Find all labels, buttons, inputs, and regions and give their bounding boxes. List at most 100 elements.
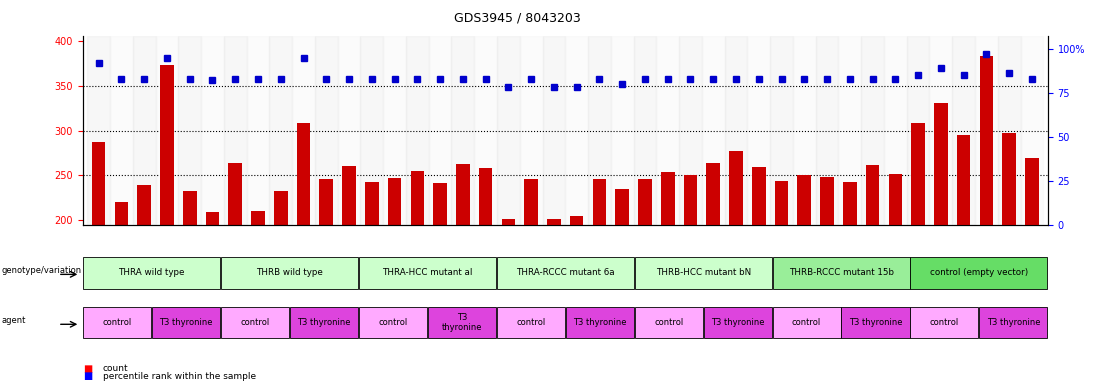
- Text: control: control: [930, 318, 960, 327]
- Bar: [615, 189, 629, 225]
- Bar: [361, 36, 383, 225]
- Bar: [292, 36, 314, 225]
- Bar: [702, 36, 725, 225]
- Bar: [92, 142, 106, 384]
- Bar: [565, 36, 588, 225]
- Bar: [772, 307, 840, 338]
- Bar: [752, 167, 765, 225]
- Bar: [338, 36, 361, 225]
- Bar: [884, 36, 907, 225]
- Text: agent: agent: [1, 316, 25, 325]
- Bar: [570, 216, 583, 225]
- Bar: [661, 172, 675, 225]
- Bar: [998, 36, 1020, 225]
- Bar: [634, 257, 772, 288]
- Bar: [496, 307, 565, 338]
- Bar: [524, 179, 538, 225]
- Bar: [365, 182, 378, 384]
- Bar: [456, 164, 470, 384]
- Bar: [358, 257, 496, 288]
- Bar: [297, 123, 310, 384]
- Bar: [342, 166, 356, 384]
- Text: control: control: [516, 318, 546, 327]
- Text: control: control: [792, 318, 822, 327]
- Bar: [907, 36, 930, 225]
- Bar: [952, 36, 975, 225]
- Bar: [251, 211, 265, 384]
- Bar: [910, 307, 978, 338]
- Text: T3 thyronine: T3 thyronine: [710, 318, 764, 327]
- Bar: [772, 257, 910, 288]
- Bar: [290, 307, 358, 338]
- Bar: [138, 185, 151, 384]
- Bar: [639, 179, 652, 225]
- Bar: [975, 36, 998, 225]
- Bar: [866, 165, 879, 225]
- Bar: [684, 175, 697, 225]
- Bar: [547, 219, 560, 225]
- Text: T3 thyronine: T3 thyronine: [986, 318, 1040, 327]
- Bar: [205, 212, 219, 384]
- Bar: [816, 36, 838, 225]
- Bar: [842, 307, 910, 338]
- Bar: [479, 168, 492, 384]
- Bar: [821, 177, 834, 225]
- Bar: [910, 257, 1048, 288]
- Bar: [201, 36, 224, 225]
- Bar: [911, 122, 925, 225]
- Bar: [1020, 36, 1043, 225]
- Bar: [152, 307, 221, 338]
- Bar: [160, 65, 174, 384]
- Text: control: control: [103, 318, 132, 327]
- Bar: [774, 181, 789, 225]
- Bar: [497, 36, 520, 225]
- Bar: [502, 219, 515, 225]
- Text: T3 thyronine: T3 thyronine: [848, 318, 902, 327]
- Bar: [183, 190, 196, 384]
- Bar: [793, 36, 816, 225]
- Bar: [843, 182, 857, 225]
- Bar: [679, 36, 702, 225]
- Bar: [433, 184, 447, 384]
- Text: T3 thyronine: T3 thyronine: [572, 318, 627, 327]
- Bar: [269, 36, 292, 225]
- Bar: [889, 174, 902, 225]
- Text: control (empty vector): control (empty vector): [930, 268, 1028, 277]
- Bar: [429, 36, 451, 225]
- Text: genotype/variation: genotype/variation: [1, 266, 82, 275]
- Text: THRB wild type: THRB wild type: [256, 268, 323, 277]
- Text: control: control: [240, 318, 270, 327]
- Bar: [428, 307, 496, 338]
- Bar: [451, 36, 474, 225]
- Bar: [838, 36, 861, 225]
- Bar: [221, 307, 289, 338]
- Bar: [383, 36, 406, 225]
- Bar: [543, 36, 565, 225]
- Text: T3 thyronine: T3 thyronine: [159, 318, 213, 327]
- Bar: [611, 36, 633, 225]
- Bar: [704, 307, 772, 338]
- Bar: [406, 36, 429, 225]
- Bar: [247, 36, 269, 225]
- Text: GDS3945 / 8043203: GDS3945 / 8043203: [453, 12, 580, 25]
- Bar: [1003, 133, 1016, 225]
- Bar: [87, 36, 110, 225]
- Text: control: control: [378, 318, 408, 327]
- Text: T3
thyronine: T3 thyronine: [441, 313, 482, 332]
- Bar: [179, 36, 201, 225]
- Text: T3 thyronine: T3 thyronine: [297, 318, 351, 327]
- Text: THRB-RCCC mutant 15b: THRB-RCCC mutant 15b: [789, 268, 893, 277]
- Bar: [956, 135, 971, 225]
- Bar: [979, 307, 1048, 338]
- Bar: [861, 36, 884, 225]
- Text: percentile rank within the sample: percentile rank within the sample: [103, 372, 256, 381]
- Bar: [388, 178, 401, 384]
- Bar: [930, 36, 952, 225]
- Bar: [314, 36, 338, 225]
- Bar: [797, 175, 811, 225]
- Bar: [706, 163, 720, 225]
- Bar: [725, 36, 748, 225]
- Bar: [320, 179, 333, 384]
- Bar: [110, 36, 132, 225]
- Bar: [770, 36, 793, 225]
